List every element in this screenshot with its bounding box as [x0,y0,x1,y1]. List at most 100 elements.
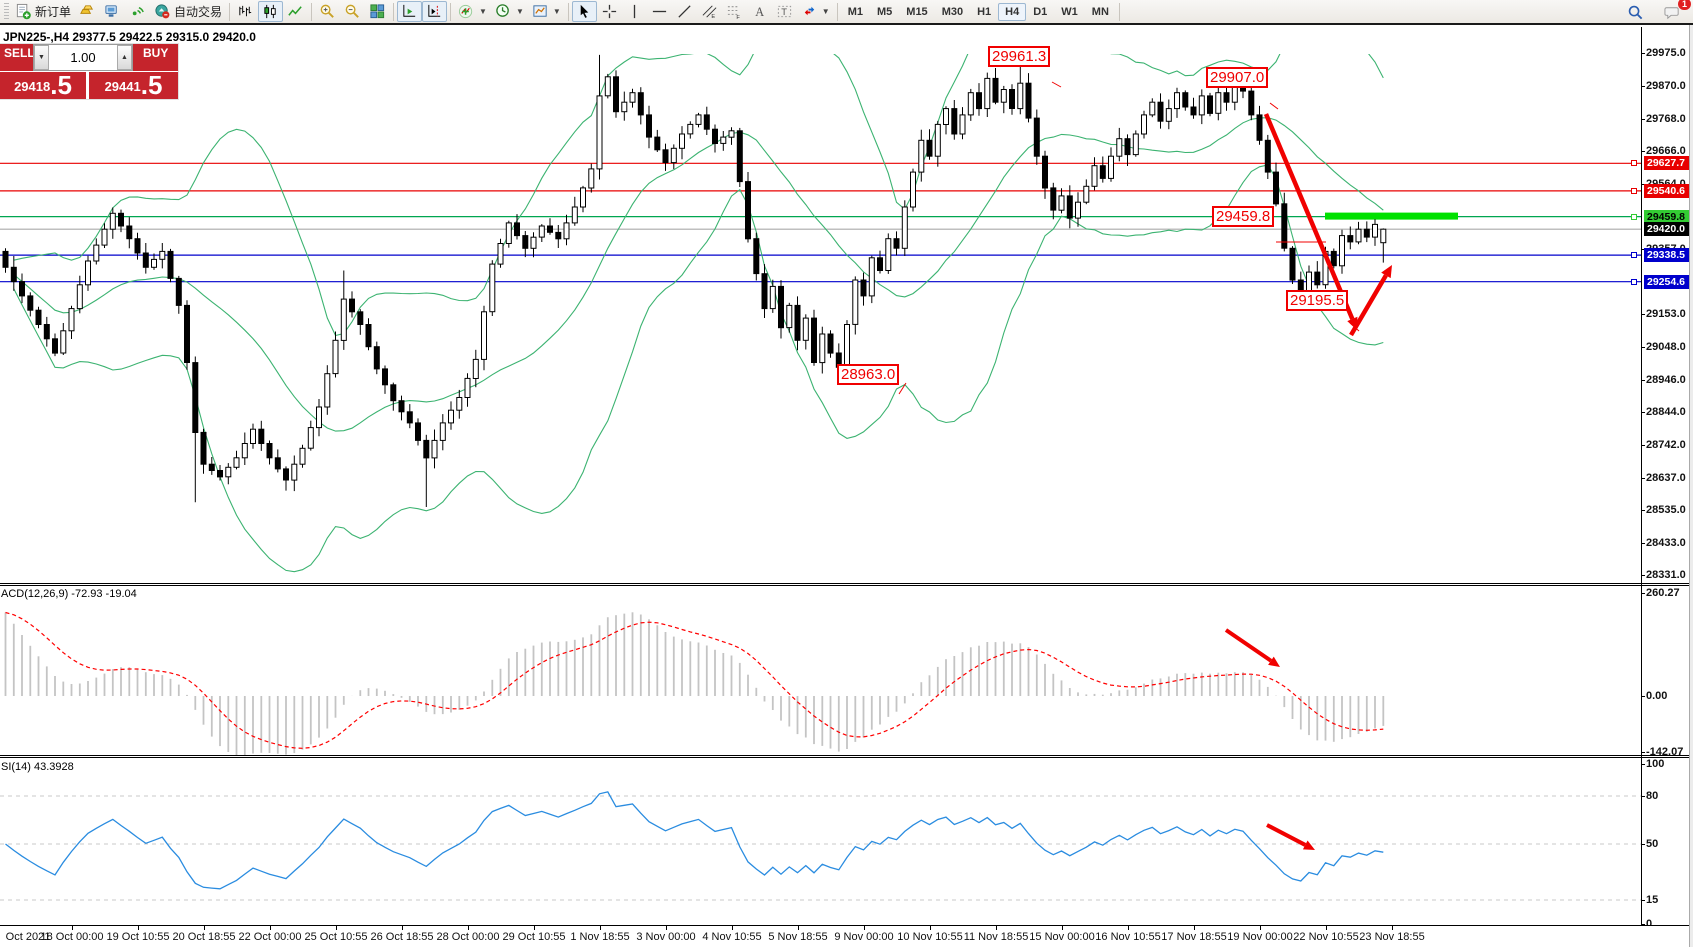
date-label: 10 Nov 10:55 [897,931,963,943]
arrows-button[interactable]: ▼ [797,1,834,22]
price-annotation-label[interactable]: 28963.0 [837,364,900,385]
candlestick-series [2,54,1387,507]
label-button[interactable]: T [772,1,797,22]
zoom-out-button[interactable] [340,1,365,22]
signals-button[interactable] [125,1,150,22]
templates-button[interactable]: ▼ [528,1,565,22]
main-chart-svg[interactable] [0,54,1641,584]
price-axis[interactable]: 29975.029870.029768.029666.029564.029357… [1631,27,1693,930]
zoom-in-button[interactable] [315,1,340,22]
timeframe-M30-button[interactable]: M30 [941,5,964,18]
price-tick-mark [1641,542,1645,544]
trend-arrow-up[interactable] [1349,265,1392,337]
rsi-trend-arrow[interactable] [1266,823,1315,850]
candle-chart-button[interactable] [258,1,284,22]
sell-button[interactable]: SELL [0,44,35,71]
date-tick-mark [534,926,535,930]
price-tick-mark [1641,575,1645,576]
rsi-panel-separator[interactable] [0,755,1693,756]
rsi-level-lines [0,795,1641,901]
macd-axis-label: 0.00 [1646,690,1668,702]
tile-windows-button[interactable] [365,1,390,22]
date-label: 5 Nov 18:55 [768,931,828,943]
dropdown-caret-icon[interactable]: ▼ [515,7,524,16]
green-highlight-line[interactable] [1325,212,1458,220]
timeframe-M1-button[interactable]: M1 [847,5,863,18]
dropdown-caret-icon[interactable]: ▼ [552,7,561,16]
price-line-label: 29540.6 [1644,183,1692,198]
price-annotation-label[interactable]: 29195.5 [1286,290,1349,311]
buy-price[interactable]: 29441.5 [89,72,178,99]
crosshair-button[interactable] [597,1,622,22]
price-annotation-label[interactable]: 29907.0 [1206,67,1269,88]
price-tick-mark [1641,510,1645,512]
bar-chart-button[interactable] [233,1,258,22]
date-tick-mark [1392,926,1393,930]
timeframe-W1-button[interactable]: W1 [1061,5,1078,18]
new-order-button[interactable]: 新订单 [11,1,75,22]
price-tick-label: 29153.0 [1646,308,1686,320]
auto-scroll-icon [403,4,416,17]
timeframe-H4-button[interactable]: H4 [998,2,1027,21]
line-label-anchor [1631,278,1637,285]
rsi-line [5,791,1384,890]
macd-panel-canvas[interactable] [0,586,1641,756]
price-tick-mark [1641,118,1645,120]
horizontal-level-lines[interactable] [0,162,1641,283]
price-tick-mark [1641,477,1645,479]
new-order-button-label: 新订单 [35,5,72,19]
market-watch-button[interactable] [75,1,100,22]
volume-decrease-button[interactable]: ▼ [34,45,49,70]
buy-button[interactable]: BUY [133,44,178,71]
indicators-button[interactable]: ▼ [454,1,491,22]
channel-button[interactable]: E [697,1,722,22]
macd-panel-separator[interactable] [0,583,1693,584]
price-line-label: 29254.6 [1644,274,1692,289]
timeframe-D1-button[interactable]: D1 [1033,5,1048,18]
price-line-label: 29420.0 [1644,222,1692,237]
toolbar-drag-handle[interactable] [4,2,9,21]
rsi-panel-canvas[interactable] [0,758,1641,926]
macd-trend-arrow[interactable] [1224,628,1280,667]
price-annotation-label[interactable]: 29459.8 [1212,206,1275,227]
price-tick-mark [1641,183,1645,185]
line-chart-button[interactable] [283,1,308,22]
timeframe-H1-button[interactable]: H1 [977,5,992,18]
date-label: 9 Nov 00:00 [834,931,894,943]
rsi-svg[interactable] [0,758,1641,926]
price-tick-mark [1641,314,1645,315]
auto-scroll-button[interactable] [397,1,423,22]
volume-input[interactable] [49,45,117,70]
cursor-button[interactable] [571,1,597,22]
time-axis[interactable]: Oct 2021 18 Oct 00:00 19 Oct 10:55 20 Oct 1… [0,926,1693,947]
date-label: 26 Oct 18:55 [370,931,434,943]
timeframe-M15-button[interactable]: M15 [906,5,928,18]
macd-axis-label: 260.27 [1646,587,1680,599]
hline-button[interactable] [647,1,672,22]
chat-button[interactable]: 1 [1660,0,1691,23]
dropdown-caret-icon[interactable]: ▼ [821,7,830,16]
fibonacci-button[interactable]: F [722,1,747,22]
trendline-button[interactable] [672,1,697,22]
chart-shift-button[interactable] [422,1,448,22]
timeframe-M5-button[interactable]: M5 [877,5,893,18]
autotrade-button[interactable]: 自动交易 [150,1,226,22]
dropdown-caret-icon[interactable]: ▼ [479,7,487,16]
sell-price[interactable]: 29418.5 [0,72,86,99]
macd-svg[interactable] [0,586,1641,756]
macd-label: ACD(12,26,9) -72.93 -19.04 [1,588,137,600]
periods-button[interactable]: ▼ [491,1,528,22]
timeframe-MN-button[interactable]: MN [1091,5,1109,18]
date-tick-mark [402,926,403,930]
main-chart-canvas[interactable] [0,54,1641,583]
macd-panel-separator-2 [0,585,1693,586]
search-button[interactable] [1623,2,1648,23]
macd-tick-mark [1641,696,1645,697]
text-button[interactable]: A [747,1,772,22]
price-annotation-label[interactable]: 29961.3 [988,46,1051,67]
date-tick-mark [468,926,469,930]
vline-button[interactable] [622,1,647,22]
volume-increase-button[interactable]: ▲ [117,45,132,70]
publisher-button[interactable] [100,1,125,22]
arrows-icon [804,6,815,16]
